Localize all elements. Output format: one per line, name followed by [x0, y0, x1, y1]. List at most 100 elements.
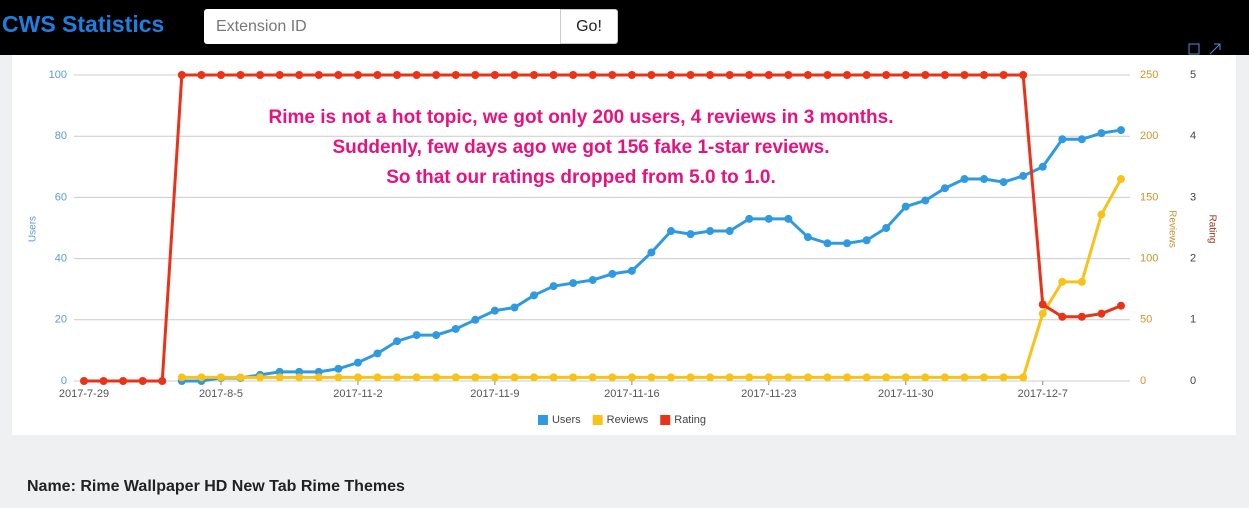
data-point	[295, 367, 304, 376]
chart: 0 20 40 60 80 100 0 50 100 150 200 250 0 1 2 3 4 5 Users Re…	[28, 43, 1221, 426]
data-point	[197, 373, 206, 382]
x-tick-label: 2017-11-30	[878, 388, 933, 400]
y-tick-label: 60	[55, 191, 67, 203]
data-point	[901, 71, 910, 79]
data-point	[412, 71, 421, 79]
data-point	[940, 71, 949, 79]
data-point	[314, 367, 323, 376]
y3-tick-label: 3	[1190, 191, 1196, 203]
y3-tick-label: 0	[1190, 375, 1196, 387]
data-point	[608, 269, 617, 278]
data-point	[803, 233, 812, 242]
data-point	[393, 71, 402, 79]
data-point	[980, 175, 989, 184]
data-point	[530, 291, 539, 300]
go-button[interactable]: Go!	[560, 9, 618, 44]
annotation: So that our ratings dropped from 5.0 to …	[386, 167, 776, 188]
data-point	[921, 196, 930, 205]
data-point	[666, 71, 675, 79]
data-point	[471, 71, 480, 79]
data-point	[784, 214, 793, 223]
data-point	[843, 373, 852, 382]
y3-tick-label: 1	[1190, 314, 1196, 326]
y-tick-label: 0	[61, 375, 67, 387]
annotation: Suddenly, few days ago we got 156 fake 1…	[332, 137, 829, 158]
legend-label[interactable]: Reviews	[607, 414, 649, 426]
data-point	[823, 71, 832, 79]
data-point	[745, 71, 754, 79]
y2-tick-label: 50	[1140, 314, 1152, 326]
data-point	[510, 71, 519, 79]
data-point	[627, 71, 636, 79]
data-point	[1097, 210, 1106, 219]
data-point	[275, 367, 284, 376]
data-point	[784, 71, 793, 79]
data-point	[999, 178, 1008, 187]
x-tick-label: 2017-12-7	[1018, 388, 1068, 400]
y2-tick-label: 150	[1140, 191, 1158, 203]
x-tick-label: 2017-11-9	[470, 388, 519, 400]
data-point	[1077, 312, 1086, 321]
data-point	[803, 71, 812, 79]
data-point	[686, 71, 695, 79]
data-point	[999, 373, 1008, 382]
data-point	[725, 71, 734, 79]
data-point	[334, 373, 343, 382]
data-point	[1019, 373, 1028, 382]
data-point	[1038, 309, 1047, 318]
search-input[interactable]: Extension ID	[204, 9, 560, 44]
data-point	[745, 214, 754, 223]
data-point	[686, 373, 695, 382]
data-point	[1038, 162, 1047, 171]
data-point	[725, 227, 734, 236]
data-point	[138, 377, 147, 385]
data-point	[921, 373, 930, 382]
data-point	[275, 71, 284, 79]
data-point	[999, 71, 1008, 79]
y-tick-label: 40	[55, 253, 67, 265]
data-point	[471, 373, 480, 382]
legend-label[interactable]: Rating	[674, 414, 706, 426]
data-point	[549, 282, 558, 291]
brand[interactable]: CWS Statistics	[2, 11, 165, 37]
x-tick-label: 2017-11-23	[741, 388, 796, 400]
legend-label[interactable]: Users	[552, 414, 581, 426]
data-point	[588, 276, 597, 285]
data-point	[412, 331, 421, 340]
data-point	[843, 71, 852, 79]
data-point	[451, 324, 460, 333]
data-point	[1117, 301, 1125, 310]
data-point	[1117, 175, 1125, 184]
data-point	[373, 373, 382, 382]
y3-axis-title: Rating	[1206, 215, 1217, 244]
y-axis-title: Users	[28, 216, 39, 242]
tool-icon[interactable]	[1209, 43, 1221, 55]
data-point	[784, 373, 793, 382]
data-point	[295, 71, 304, 79]
legend-swatch	[660, 415, 671, 425]
extension-name: Name: Rime Wallpaper HD New Tab Rime The…	[27, 478, 405, 495]
data-point	[764, 71, 773, 79]
data-point	[334, 364, 343, 373]
data-point	[569, 71, 578, 79]
data-point	[236, 373, 245, 382]
data-point	[490, 373, 499, 382]
data-point	[353, 358, 362, 367]
data-point	[960, 71, 969, 79]
series-line	[181, 178, 1123, 379]
data-point	[373, 71, 382, 79]
data-point	[764, 214, 773, 223]
data-point	[666, 373, 675, 382]
data-point	[862, 71, 871, 79]
data-point	[451, 71, 460, 79]
data-point	[353, 373, 362, 382]
data-point	[236, 71, 245, 79]
data-point	[451, 373, 460, 382]
data-point	[608, 373, 617, 382]
data-point	[393, 337, 402, 346]
data-point	[158, 377, 167, 385]
data-point	[882, 373, 891, 382]
tool-icon[interactable]	[1188, 43, 1200, 55]
data-point	[530, 71, 539, 79]
data-point	[314, 373, 323, 382]
